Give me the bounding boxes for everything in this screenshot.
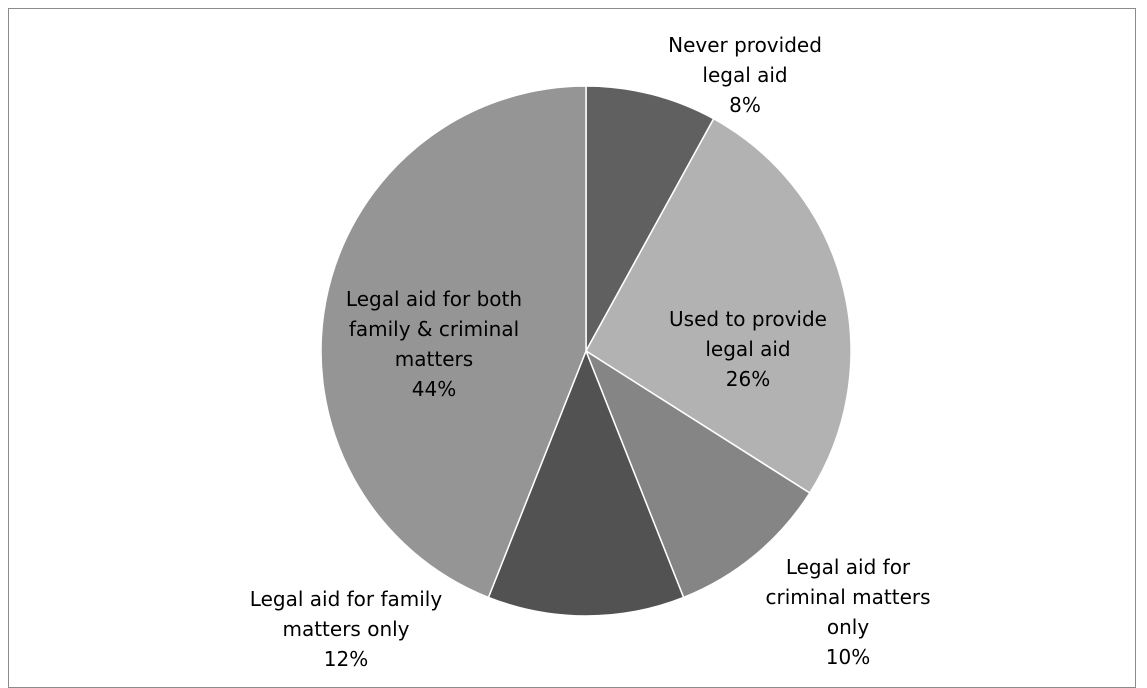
slice-label-criminal-only: Legal aid for criminal matters only 10% [765,555,931,669]
pie-slice-never-provided [585,85,715,352]
pie-slice-used-to-provide [585,117,852,495]
pie-slice-criminal-only [584,349,811,599]
pie-slices [320,85,852,617]
slice-label-family-only: Legal aid for family matters only 12% [249,587,443,671]
pie-slice-both [320,85,587,599]
slice-label-never-provided: Never provided legal aid 8% [668,33,822,117]
slice-label-both: Legal aid for both family & criminal mat… [345,287,523,401]
pie-slice-family-only [487,348,685,617]
slice-label-used-to-provide: Used to provide legal aid 26% [669,307,827,391]
